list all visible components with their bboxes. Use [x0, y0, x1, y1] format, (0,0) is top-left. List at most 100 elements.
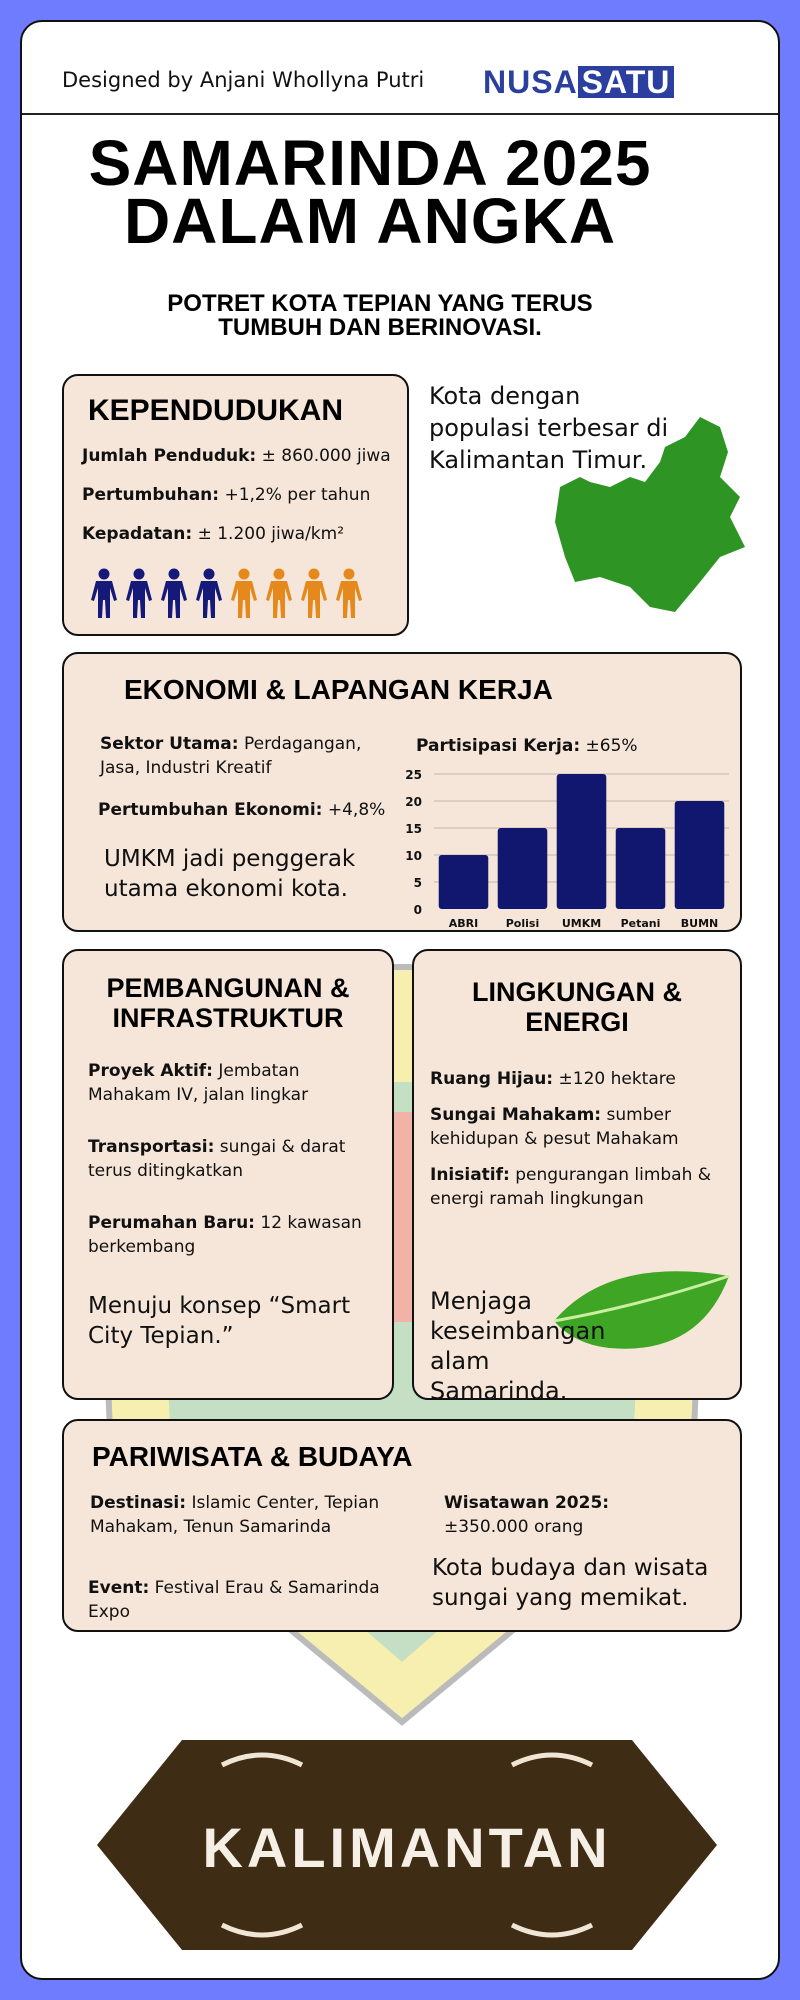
chart-title: Partisipasi Kerja: ±65%	[416, 734, 638, 758]
pariwisata-note: Kota budaya dan wisata sungai yang memik…	[432, 1555, 709, 1611]
x-tick-label: Petani	[621, 917, 661, 930]
stat-row: Perumahan Baru: 12 kawasan berkembang	[88, 1211, 383, 1259]
stat-value: Festival Erau & Samarinda Expo	[88, 1578, 380, 1622]
stat-value: Perdagangan, Jasa, Industri Kreatif	[100, 734, 362, 778]
stat-label: Partisipasi Kerja:	[416, 736, 581, 756]
stat-row: Jumlah Penduduk: ± 860.000 jiwa	[82, 444, 422, 468]
infra-stats: Proyek Aktif: Jembatan Mahakam IV, jalan…	[88, 1059, 383, 1259]
pariwisata-section: PARIWISATA & BUDAYA Destinasi: Islamic C…	[62, 1419, 742, 1632]
kalimantan-map-icon	[555, 417, 745, 612]
stat-value: ±120 hektare	[553, 1069, 676, 1089]
wisatawan: Wisatawan 2025: ±350.000 orang	[444, 1491, 694, 1539]
section-heading: PARIWISATA & BUDAYA	[92, 1441, 413, 1472]
person-icon	[301, 568, 327, 618]
stat-value: sungai & darat terus ditingkatkan	[88, 1137, 346, 1181]
stat-value: +4,8%	[322, 800, 386, 820]
stat-label: Ruang Hijau:	[430, 1069, 554, 1089]
subtitle-line-1: POTRET KOTA TEPIAN YANG TERUS	[167, 290, 593, 317]
stat-value: 12 kawasan berkembang	[88, 1213, 362, 1257]
stat-label: Perumahan Baru:	[88, 1213, 255, 1233]
sektor-utama: Sektor Utama: Perdagangan, Jasa, Industr…	[100, 732, 400, 780]
infographic-card: Designed by Anjani Whollyna Putri NUSA SA…	[20, 20, 780, 1980]
person-icon	[196, 568, 222, 618]
y-tick-label: 20	[405, 795, 422, 809]
section-heading: PEMBANGUNAN & INFRASTRUKTUR	[64, 973, 392, 1033]
ekonomi-note: UMKM jadi penggerak utama ekonomi kota.	[104, 846, 356, 902]
lingkungan-stats: Ruang Hijau: ±120 hektare Sungai Mahakam…	[430, 1067, 730, 1211]
person-icon	[161, 568, 187, 618]
y-tick-label: 15	[405, 822, 422, 836]
heading-line: INFRASTRUKTUR	[112, 1003, 344, 1033]
stat-value: ± 1.200 jiwa/km²	[192, 524, 345, 544]
x-tick-label: ABRI	[449, 917, 478, 930]
y-tick-label: 25	[405, 768, 422, 782]
person-icon	[91, 568, 117, 618]
population-stats: Jumlah Penduduk: ± 860.000 jiwa Pertumbu…	[82, 444, 422, 546]
stat-row: Inisiatif: pengurangan limbah & energi r…	[430, 1163, 730, 1211]
stat-label: Kepadatan:	[82, 524, 193, 544]
logo-left: NUSA	[483, 64, 578, 100]
title-line-2: DALAM ANGKA	[123, 185, 617, 257]
population-note: Kota dengan populasi terbesar di Kaliman…	[429, 382, 669, 474]
page-subtitle: POTRET KOTA TEPIAN YANG TERUS TUMBUH DAN …	[22, 292, 778, 340]
person-icon	[266, 568, 292, 618]
bar-petani	[615, 828, 666, 909]
person-icon	[336, 568, 362, 618]
stat-label: Jumlah Penduduk:	[82, 446, 257, 466]
designer-credit: Designed by Anjani Whollyna Putri	[62, 68, 425, 92]
stat-label: Transportasi:	[88, 1137, 215, 1157]
stat-value: ±65%	[580, 736, 638, 756]
kependudukan-section: KEPENDUDUKAN Jumlah Penduduk: ± 860.000 …	[62, 374, 409, 636]
people-icons	[90, 568, 363, 620]
lingkungan-note: Menjaga keseimbangan alam Samarinda.	[430, 1287, 606, 1405]
section-heading: LINGKUNGAN & ENERGI	[414, 977, 740, 1037]
destinasi: Destinasi: Islamic Center, Tepian Mahaka…	[90, 1491, 390, 1539]
bar-polisi	[497, 828, 548, 909]
stat-label: Wisatawan 2025:	[444, 1493, 610, 1513]
stat-row: Transportasi: sungai & darat terus ditin…	[88, 1135, 383, 1211]
partisipasi-kerja-chart: 0 5 10 15 20 25 ABRI Polisi UMKM Petani BUMN	[405, 768, 729, 930]
bar-umkm	[556, 774, 607, 909]
x-tick-label: UMKM	[562, 917, 601, 930]
stat-label: Pertumbuhan:	[82, 485, 220, 505]
x-tick-label: Polisi	[506, 917, 539, 930]
leaf-icon	[553, 1271, 730, 1349]
stat-row: Pertumbuhan: +1,2% per tahun	[82, 483, 422, 507]
bar-abri	[438, 855, 489, 909]
stat-value: Islamic Center, Tepian Mahakam, Tenun Sa…	[90, 1493, 380, 1537]
header: Designed by Anjani Whollyna Putri NUSA SA…	[22, 22, 778, 115]
stat-label: Pertumbuhan Ekonomi:	[98, 800, 323, 820]
stat-label: Proyek Aktif:	[88, 1061, 213, 1081]
title-line-1: SAMARINDA 2025	[88, 127, 652, 199]
stat-row: Kepadatan: ± 1.200 jiwa/km²	[82, 522, 422, 546]
event: Event: Festival Erau & Samarinda Expo	[88, 1576, 388, 1624]
section-heading: KEPENDUDUKAN	[88, 394, 344, 427]
y-tick-label: 10	[405, 849, 422, 863]
stat-row: Proyek Aktif: Jembatan Mahakam IV, jalan…	[88, 1059, 383, 1135]
pertumbuhan-ekonomi: Pertumbuhan Ekonomi: +4,8%	[98, 798, 418, 822]
ekonomi-section: EKONOMI & LAPANGAN KERJA Sektor Utama: P…	[62, 652, 742, 932]
lingkungan-section: LINGKUNGAN & ENERGI Ruang Hijau: ±120 hek…	[412, 949, 742, 1405]
bar-bumn	[674, 801, 725, 909]
kalimantan-banner: KALIMANTAN	[97, 1740, 717, 1950]
stat-label: Event:	[88, 1578, 150, 1598]
stat-label: Sungai Mahakam:	[430, 1105, 602, 1125]
stat-value: +1,2% per tahun	[219, 485, 371, 505]
x-tick-label: BUMN	[681, 917, 718, 930]
heading-line: ENERGI	[525, 1007, 629, 1037]
nusasatu-logo: NUSA SATU	[483, 64, 675, 100]
stat-row: Sungai Mahakam: sumber kehidupan & pesut…	[430, 1103, 730, 1151]
logo-right: SATU	[577, 66, 675, 98]
section-heading: EKONOMI & LAPANGAN KERJA	[124, 674, 553, 705]
y-tick-label: 0	[414, 903, 422, 917]
pembangunan-section: PEMBANGUNAN & INFRASTRUKTUR Proyek Aktif:…	[62, 949, 394, 1400]
page-title: SAMARINDA 2025 DALAM ANGKA	[22, 127, 778, 257]
stat-value: sumber kehidupan & pesut Mahakam	[430, 1105, 679, 1149]
stat-value: ± 860.000 jiwa	[256, 446, 391, 466]
heading-line: LINGKUNGAN &	[472, 977, 682, 1007]
y-tick-label: 5	[414, 876, 422, 890]
stat-value: pengurangan limbah & energi ramah lingku…	[430, 1165, 712, 1209]
stat-label: Destinasi:	[90, 1493, 187, 1513]
subtitle-line-2: TUMBUH DAN BERINOVASI.	[218, 314, 542, 341]
banner-text: KALIMANTAN	[202, 1816, 611, 1879]
